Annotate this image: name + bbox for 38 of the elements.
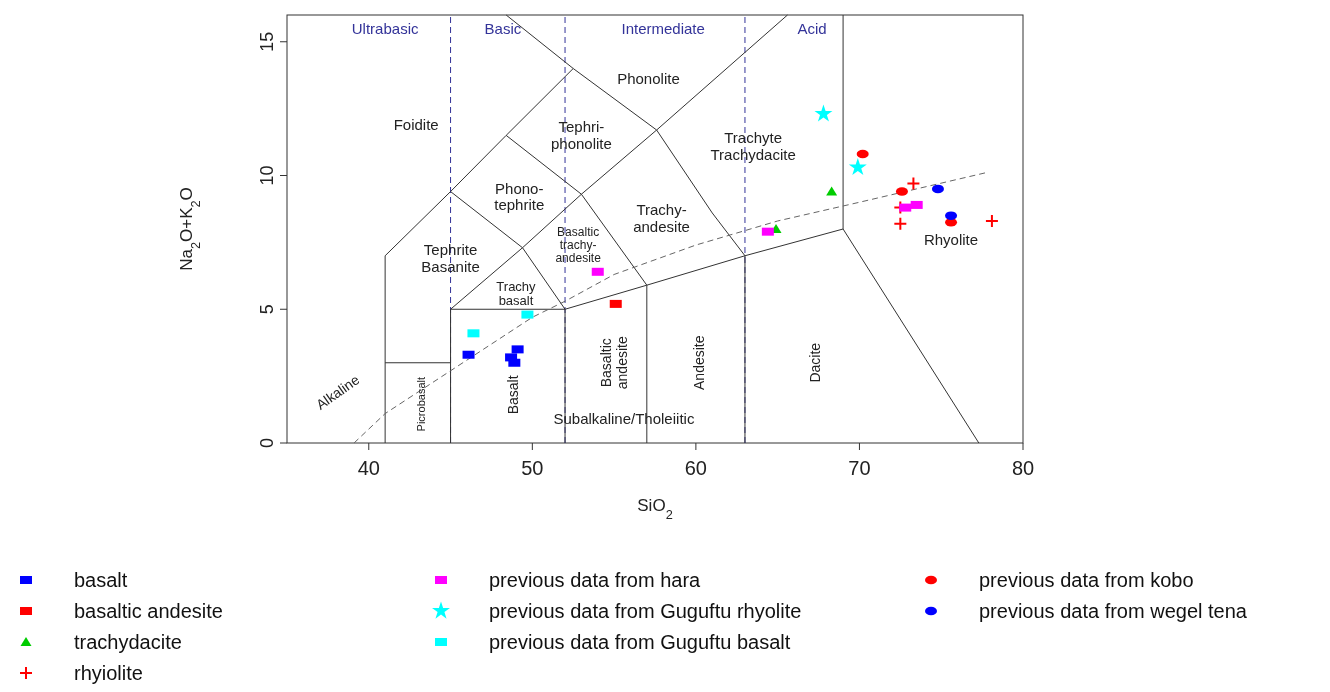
y-tick-label: 5 [257, 304, 277, 315]
annotation: Acid [797, 19, 827, 37]
legend-label: trachydacite [74, 631, 182, 653]
annotation: Trachyte Trachydacite [710, 129, 796, 163]
annotation: Basaltic trachy- andesite [555, 225, 602, 266]
legend-label: previous data from hara [489, 569, 702, 591]
annotation: Picrobasalt [414, 377, 427, 432]
annotation: Andesite [691, 335, 708, 390]
legend-label: previous data from wegel tena [979, 600, 1248, 622]
annotation: Intermediate [621, 19, 705, 37]
legend-label: previous data from Guguftu basalt [489, 631, 791, 653]
annotation: Trachy basalt [496, 278, 537, 308]
x-tick-label: 40 [357, 457, 380, 479]
x-axis-title: SiO$_{2}$ [637, 496, 673, 522]
y-tick-label: 0 [257, 437, 277, 449]
annotation: Dacite [807, 342, 824, 383]
y-tick-label: 10 [257, 165, 277, 186]
annotation: Tephrite Basanite [421, 241, 480, 275]
annotation: Phonolite [617, 70, 680, 88]
legend-label: basalt [74, 569, 128, 591]
x-tick-label: 60 [684, 457, 708, 479]
legend-label: previous data from Guguftu rhyolite [489, 600, 802, 622]
annotation: Basalt [504, 375, 521, 415]
annotation: Rhyolite [923, 230, 979, 248]
annotation: Phono- tephrite [494, 179, 545, 214]
annotation: Foidite [393, 115, 439, 133]
legend-label: previous data from kobo [979, 569, 1194, 591]
x-tick-label: 70 [848, 457, 871, 479]
annotation: Tephri- phonolite [550, 118, 612, 152]
legend-label: basaltic andesite [74, 600, 223, 622]
annotation: Trachy- andesite [633, 201, 690, 235]
legend-label: rhyiolite [74, 662, 143, 684]
annotation: Basaltic andesite [598, 336, 630, 390]
x-tick-label: 80 [1011, 457, 1035, 479]
y-tick-label: 15 [257, 31, 277, 52]
annotation: Basic [484, 19, 522, 37]
annotation: Ultrabasic [351, 19, 419, 37]
x-tick-label: 50 [521, 457, 544, 479]
